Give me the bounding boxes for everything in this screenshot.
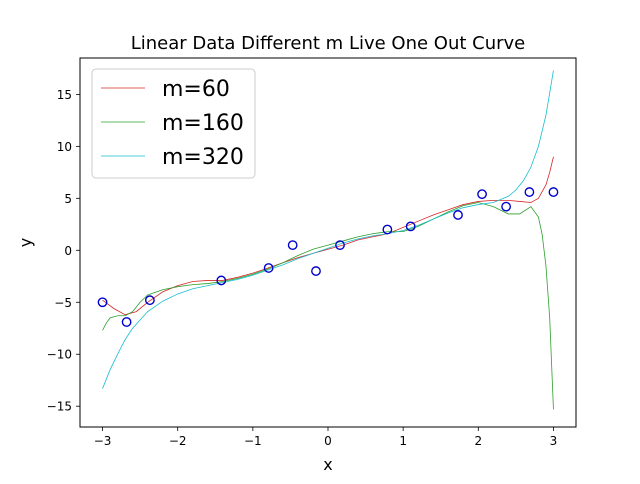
x-axis-label: x <box>323 455 332 474</box>
data-point <box>97 297 108 308</box>
y-tick-label: −10 <box>47 348 72 362</box>
data-point <box>548 187 559 197</box>
x-tick-label: 2 <box>474 434 482 448</box>
chart-title: Linear Data Different m Live One Out Cur… <box>131 33 526 54</box>
data-point <box>501 201 512 212</box>
points-layer <box>97 187 559 327</box>
data-point <box>477 189 487 200</box>
y-tick-label: 15 <box>57 88 72 102</box>
data-point <box>335 240 345 250</box>
series-line-1 <box>102 202 554 410</box>
y-tick-label: 5 <box>64 192 72 206</box>
data-point <box>382 224 393 235</box>
legend: m=60 m=160 m=320 <box>91 68 256 179</box>
x-tick-label: 3 <box>550 434 558 448</box>
y-tick-label: 0 <box>64 244 72 258</box>
x-tick-label: 1 <box>399 434 407 448</box>
data-point <box>216 275 227 286</box>
y-tick-label: 10 <box>57 140 72 154</box>
y-axis: −15 −10 −5 0 5 10 15 <box>47 88 80 414</box>
legend-label: m=320 <box>162 145 244 170</box>
x-tick-label: −3 <box>94 434 112 448</box>
data-point <box>524 187 535 197</box>
data-point <box>121 317 132 327</box>
y-axis-label: y <box>16 238 35 247</box>
legend-box <box>91 68 256 179</box>
y-tick-label: −15 <box>47 400 72 414</box>
data-point <box>405 221 416 232</box>
x-axis: −3 −2 −1 0 1 2 3 <box>94 427 558 448</box>
y-tick-label: −5 <box>54 296 72 310</box>
data-point <box>144 295 155 306</box>
legend-label: m=60 <box>162 77 230 102</box>
data-point <box>453 210 463 220</box>
data-point <box>263 263 274 273</box>
x-tick-label: −2 <box>169 434 187 448</box>
x-tick-label: 0 <box>324 434 332 448</box>
x-tick-label: −1 <box>244 434 262 448</box>
data-point <box>287 240 298 250</box>
data-point <box>311 266 321 276</box>
legend-label: m=160 <box>162 111 244 136</box>
